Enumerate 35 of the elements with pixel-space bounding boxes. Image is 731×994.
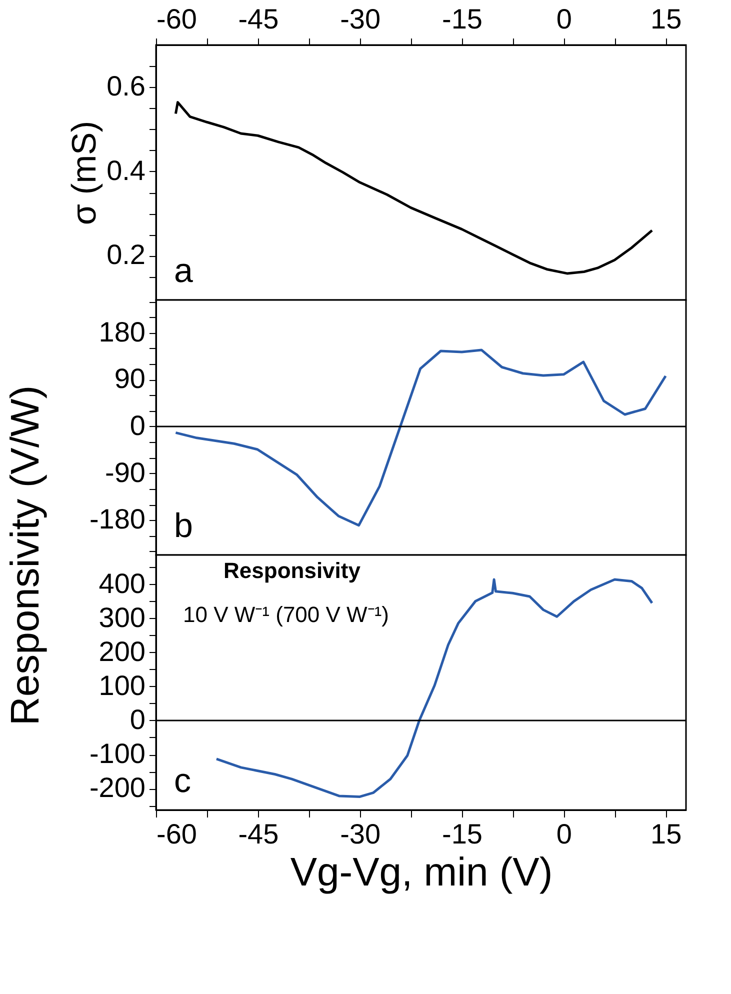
- y-tick-label: 180: [98, 316, 146, 348]
- annotation: Responsivity: [224, 558, 362, 583]
- y-tick-label: 90: [114, 363, 146, 394]
- y-tick-label: 100: [98, 670, 146, 701]
- x-tick-label: -60: [156, 4, 197, 34]
- annotation: b: [174, 507, 193, 545]
- y-tick-label: -200: [89, 772, 146, 804]
- y-axis-title: Responsivity (V/W): [4, 385, 48, 726]
- x-tick-label: 0: [556, 818, 572, 850]
- x-tick-label: -45: [238, 4, 279, 34]
- x-tick-label: -15: [442, 4, 483, 34]
- y-tick-label: 400: [98, 568, 146, 599]
- x-tick-label: 15: [650, 818, 682, 850]
- x-tick-label: -60: [156, 818, 197, 850]
- y-tick-label: -90: [105, 456, 146, 488]
- y-tick-label: 0.6: [106, 70, 146, 102]
- y-tick-label: 0: [130, 410, 146, 441]
- y-tick-label: 0: [130, 704, 146, 735]
- x-tick-label: 15: [650, 4, 682, 34]
- y-tick-label: -100: [89, 738, 146, 770]
- x-tick-label: -15: [442, 818, 483, 850]
- y-tick-label: -180: [89, 504, 146, 535]
- x-tick-label: -30: [340, 4, 381, 34]
- x-tick-label: -45: [238, 818, 279, 850]
- x-tick-label: 0: [556, 4, 572, 34]
- annotation: 10 V W⁻¹ (700 V W⁻¹): [183, 602, 389, 627]
- x-axis-title: Vg-Vg, min (V): [290, 850, 553, 894]
- annotation: c: [174, 762, 191, 800]
- y-tick-label: 0.4: [106, 154, 146, 186]
- y-tick-label: 300: [98, 602, 146, 633]
- y-tick-label: 200: [98, 636, 146, 667]
- y-tick-label: 0.2: [106, 239, 146, 270]
- annotation: a: [174, 252, 193, 290]
- x-tick-label: -30: [340, 818, 381, 850]
- y-axis-title: σ (mS): [66, 120, 104, 226]
